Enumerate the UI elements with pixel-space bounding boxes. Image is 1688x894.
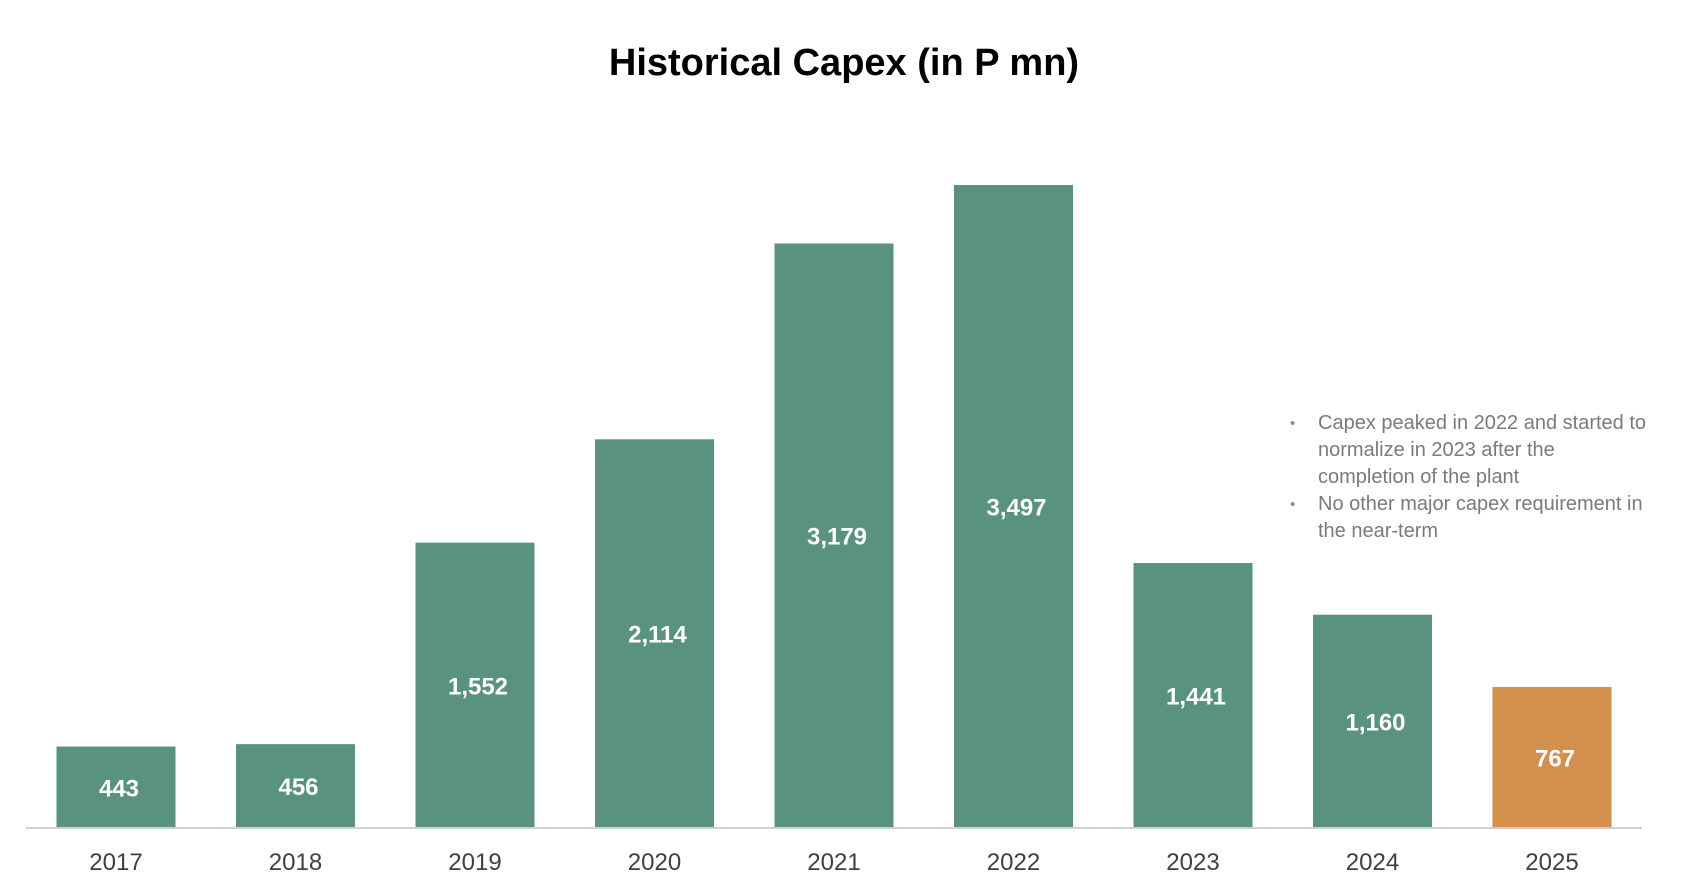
x-tick-label-2022: 2022	[987, 849, 1040, 876]
data-label-2021: 3,179	[807, 524, 867, 551]
data-label-2018: 456	[278, 774, 318, 801]
data-label-2023: 1,441	[1166, 684, 1226, 711]
x-tick-label-2024: 2024	[1346, 849, 1399, 876]
data-label-2019: 1,552	[448, 673, 508, 700]
bar-2020	[595, 439, 714, 828]
bar-2023	[1133, 563, 1253, 828]
x-tick-label-2017: 2017	[89, 849, 142, 876]
x-tick-label-2025: 2025	[1525, 849, 1578, 876]
bar-2017	[56, 746, 176, 828]
note-bullet-capex-peak: Capex peaked in 2022 and started to norm…	[1288, 410, 1648, 491]
note-bullet-no-major-capex: No other major capex requirement in the …	[1288, 491, 1648, 545]
x-tick-label-2023: 2023	[1166, 849, 1219, 876]
x-tick-label-2018: 2018	[269, 849, 322, 876]
x-tick-label-2021: 2021	[807, 849, 860, 876]
x-tick-label-2019: 2019	[448, 849, 501, 876]
bar-2024	[1313, 614, 1432, 828]
data-label-2024: 1,160	[1345, 709, 1405, 736]
bar-2018	[236, 744, 355, 828]
bars-layer: 443 456 1,552 2,114 3,179 3,497 1,441 1,160 767	[56, 185, 1612, 829]
chart-title: Historical Capex (in P mn)	[608, 42, 1080, 84]
bar-2019	[415, 542, 535, 828]
bar-2025	[1492, 686, 1612, 828]
chart-notes: Capex peaked in 2022 and started to norm…	[1288, 410, 1688, 545]
x-tick-label-2020: 2020	[628, 849, 681, 876]
bar-2021	[774, 243, 894, 829]
data-label-2025: 767	[1535, 745, 1575, 772]
x-tick-labels: 2017 2018 2019 2020 2021 2022 2023 2024 2025	[89, 849, 1578, 876]
data-label-2022: 3,497	[986, 495, 1046, 522]
data-label-2017: 443	[99, 775, 139, 802]
data-label-2020: 2,114	[628, 622, 687, 649]
bar-2022	[954, 185, 1073, 828]
